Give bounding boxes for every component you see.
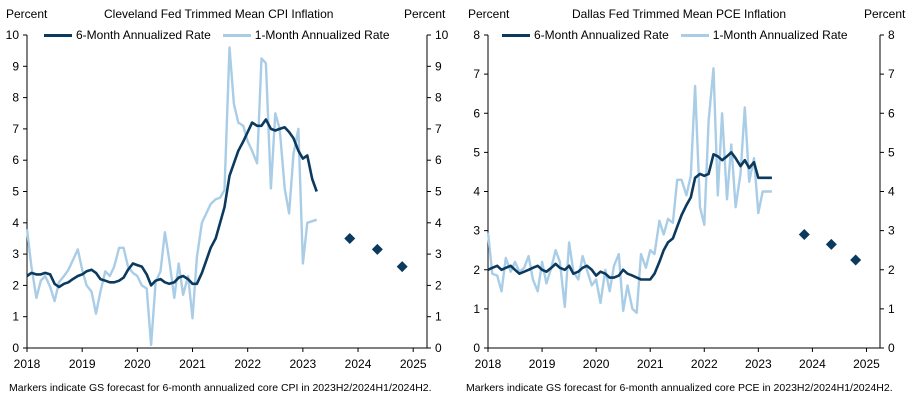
y-tick-label-right: 3 xyxy=(888,224,895,238)
y-tick-label-right: 4 xyxy=(435,216,442,230)
chart-title: Cleveland Fed Trimmed Mean CPI Inflation xyxy=(104,7,334,21)
x-tick-label: 2019 xyxy=(529,357,556,371)
x-tick-label: 2023 xyxy=(745,357,772,371)
series-line-six-month xyxy=(26,118,318,289)
left-axis-label: Percent xyxy=(6,7,48,21)
forecast-note: Markers indicate GS forecast for 6-month… xyxy=(9,382,432,394)
y-tick-label-left: 7 xyxy=(473,67,480,81)
x-tick-label: 2024 xyxy=(345,357,372,371)
y-tick-label-left: 7 xyxy=(12,122,19,136)
y-tick-label-left: 0 xyxy=(12,341,19,355)
y-tick-label-right: 0 xyxy=(888,341,895,355)
legend-swatch-one-month xyxy=(222,33,251,37)
y-tick-label-right: 2 xyxy=(888,263,895,277)
x-tick-label: 2023 xyxy=(290,357,317,371)
y-tick-label-right: 5 xyxy=(435,185,442,199)
y-tick-label-right: 5 xyxy=(888,145,895,159)
x-tick-label: 2019 xyxy=(69,357,96,371)
y-tick-label-right: 8 xyxy=(888,28,895,42)
y-tick-label-left: 3 xyxy=(12,247,19,261)
y-tick-label-right: 8 xyxy=(435,91,442,105)
legend-label-six-month: 6-Month Annualized Rate xyxy=(534,28,669,42)
forecast-marker xyxy=(344,232,356,244)
x-tick-label: 2020 xyxy=(124,357,151,371)
legend-swatch-six-month xyxy=(502,33,530,37)
left-axis-label: Percent xyxy=(468,7,510,21)
y-tick-label-right: 2 xyxy=(435,278,442,292)
y-tick-label-left: 5 xyxy=(473,145,480,159)
cpi-chart-svg: 0 0 1 1 2 2 3 3 4 4 5 5 6 6 7 7 8 8 9 9 10 10 2018 2019 2020 2021… xyxy=(6,28,449,371)
y-tick-label-right: 1 xyxy=(435,310,442,324)
chart-title: Dallas Fed Trimmed Mean PCE Inflation xyxy=(572,7,787,21)
x-tick-label: 2020 xyxy=(583,357,610,371)
x-tick-label: 2021 xyxy=(179,357,206,371)
y-tick-label-right: 9 xyxy=(435,59,442,73)
y-tick-label-left: 4 xyxy=(473,185,480,199)
y-tick-label-left: 4 xyxy=(12,216,19,230)
y-tick-label-right: 10 xyxy=(435,28,449,42)
legend-swatch-one-month xyxy=(680,33,709,37)
y-tick-label-left: 8 xyxy=(12,91,19,105)
legend-item-one-month: 1-Month Annualized Rate xyxy=(680,28,848,42)
y-tick-label-left: 2 xyxy=(473,263,480,277)
legend-label-six-month: 6-Month Annualized Rate xyxy=(76,28,211,42)
y-tick-label-right: 7 xyxy=(888,67,895,81)
x-tick-label: 2025 xyxy=(853,357,880,371)
y-tick-label-right: 0 xyxy=(435,341,442,355)
y-tick-label-right: 4 xyxy=(888,185,895,199)
x-tick-label: 2024 xyxy=(799,357,826,371)
legend-item-one-month: 1-Month Annualized Rate xyxy=(222,28,390,42)
legend: 6-Month Annualized Rate 1-Month Annualiz… xyxy=(44,28,402,42)
y-tick-label-left: 10 xyxy=(6,28,20,42)
y-tick-label-left: 6 xyxy=(12,153,19,167)
forecast-marker xyxy=(825,238,837,250)
legend-label-one-month: 1-Month Annualized Rate xyxy=(254,28,390,42)
y-tick-label-left: 1 xyxy=(473,302,480,316)
y-tick-label-left: 5 xyxy=(12,185,19,199)
y-tick-label-left: 1 xyxy=(12,310,19,324)
y-tick-label-right: 6 xyxy=(888,106,895,120)
forecast-marker xyxy=(371,243,383,255)
pce-chart-panel: Percent Dallas Fed Trimmed Mean PCE Infl… xyxy=(462,0,923,407)
y-tick-label-left: 8 xyxy=(473,28,480,42)
series-line-six-month xyxy=(487,151,772,281)
series-line-one-month xyxy=(25,46,318,347)
legend: 6-Month Annualized Rate 1-Month Annualiz… xyxy=(502,28,860,42)
legend-item-six-month: 6-Month Annualized Rate xyxy=(44,28,211,42)
x-tick-label: 2022 xyxy=(234,357,261,371)
y-tick-label-left: 9 xyxy=(12,59,19,73)
y-tick-label-left: 3 xyxy=(473,224,480,238)
legend-label-one-month: 1-Month Annualized Rate xyxy=(712,28,848,42)
right-axis-label: Percent xyxy=(864,7,906,21)
series-line-one-month xyxy=(486,67,772,314)
cpi-chart-panel: Percent Cleveland Fed Trimmed Mean CPI I… xyxy=(6,7,449,394)
x-tick-label: 2025 xyxy=(400,357,427,371)
x-tick-label: 2018 xyxy=(475,357,502,371)
legend-item-six-month: 6-Month Annualized Rate xyxy=(502,28,669,42)
y-tick-label-left: 0 xyxy=(473,341,480,355)
pce-chart-svg: 0 0 1 1 2 2 3 3 4 4 5 5 6 6 7 7 8 8 2018 2019 2020 2021 2022 20… xyxy=(473,28,895,371)
y-tick-label-left: 2 xyxy=(12,278,19,292)
x-tick-label: 2022 xyxy=(691,357,718,371)
forecast-marker xyxy=(798,229,810,241)
forecast-marker xyxy=(396,261,408,273)
y-tick-label-right: 6 xyxy=(435,153,442,167)
y-tick-label-right: 3 xyxy=(435,247,442,261)
y-tick-label-right: 1 xyxy=(888,302,895,316)
x-tick-label: 2021 xyxy=(637,357,664,371)
forecast-marker xyxy=(850,254,862,266)
right-axis-label: Percent xyxy=(404,7,446,21)
y-tick-label-left: 6 xyxy=(473,106,480,120)
x-tick-label: 2018 xyxy=(14,357,41,371)
forecast-note: Markers indicate GS forecast for 6-month… xyxy=(466,382,893,394)
y-tick-label-right: 7 xyxy=(435,122,442,136)
legend-swatch-six-month xyxy=(44,33,72,37)
